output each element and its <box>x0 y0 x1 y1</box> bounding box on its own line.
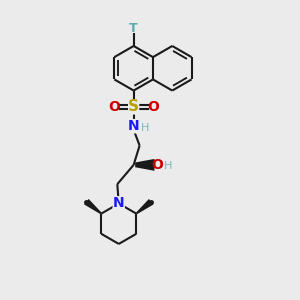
Text: S: S <box>128 99 139 114</box>
Text: N: N <box>113 196 124 211</box>
Text: O: O <box>152 158 164 172</box>
Text: N: N <box>113 196 124 211</box>
Text: H: H <box>141 123 149 133</box>
Text: H: H <box>164 161 172 171</box>
Polygon shape <box>136 199 153 214</box>
Text: T: T <box>129 22 138 34</box>
Text: O: O <box>147 100 159 114</box>
Polygon shape <box>84 199 102 214</box>
Polygon shape <box>135 159 154 171</box>
Text: O: O <box>108 100 120 114</box>
Text: N: N <box>128 119 140 133</box>
